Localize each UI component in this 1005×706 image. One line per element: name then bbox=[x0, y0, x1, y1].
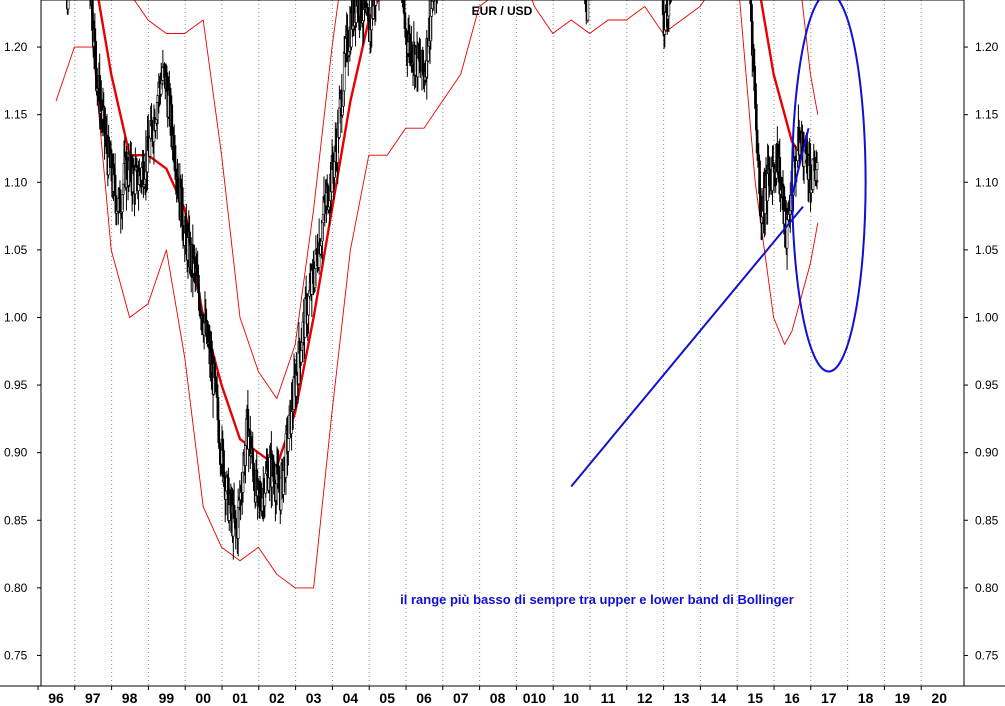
x-tick-label: 19 bbox=[895, 690, 911, 706]
price-candle bbox=[307, 295, 310, 316]
x-tick-label: 05 bbox=[379, 690, 395, 706]
y-tick-label-right: 1.00 bbox=[975, 310, 999, 324]
x-tick-label: 20 bbox=[931, 690, 947, 706]
trend-line bbox=[570, 205, 804, 488]
price-candle bbox=[94, 41, 97, 69]
lower-band-line bbox=[55, 0, 819, 589]
price-series bbox=[66, 0, 819, 560]
upper-band-line bbox=[133, 0, 819, 400]
y-tick-label-left: 1.05 bbox=[4, 243, 28, 257]
chart-title: EUR / USD bbox=[472, 4, 533, 18]
bollinger-bands bbox=[55, 0, 819, 589]
price-candle bbox=[232, 504, 236, 519]
x-tick-label: 97 bbox=[85, 690, 101, 706]
x-tick-label: 15 bbox=[747, 690, 763, 706]
y-tick-label-right: 0.90 bbox=[975, 446, 999, 460]
x-tick-label: 16 bbox=[784, 690, 800, 706]
y-tick-label-left: 1.00 bbox=[4, 310, 28, 324]
x-tick-label: 010 bbox=[523, 690, 547, 706]
x-tick-label: 18 bbox=[858, 690, 874, 706]
y-tick-label-left: 0.75 bbox=[4, 648, 28, 662]
x-tick-label: 17 bbox=[821, 690, 837, 706]
y-axis-right: 1.701.651.601.551.501.451.401.351.301.25… bbox=[964, 40, 999, 662]
y-tick-label-right: 0.80 bbox=[975, 581, 999, 595]
y-tick-label-left: 1.20 bbox=[4, 40, 28, 54]
x-tick-label: 98 bbox=[122, 690, 138, 706]
price-candle bbox=[264, 473, 267, 494]
price-candle bbox=[93, 28, 97, 42]
x-tick-label: 14 bbox=[711, 690, 727, 706]
middle-band-line bbox=[97, 0, 819, 468]
price-candle bbox=[815, 162, 819, 171]
x-tick-label: 10 bbox=[563, 690, 579, 706]
x-tick-label: 13 bbox=[674, 690, 690, 706]
y-tick-label-right: 0.85 bbox=[975, 513, 999, 527]
annotation-text: il range più basso di sempre tra upper e… bbox=[400, 592, 794, 607]
price-candle bbox=[431, 0, 435, 2]
price-candle bbox=[134, 169, 137, 195]
y-tick-label-right: 0.95 bbox=[975, 378, 999, 392]
annotations bbox=[570, 0, 867, 488]
price-candle bbox=[287, 438, 290, 452]
x-tick-label: 06 bbox=[416, 690, 432, 706]
y-tick-label-left: 0.90 bbox=[4, 446, 28, 460]
y-tick-label-left: 0.95 bbox=[4, 378, 28, 392]
y-tick-label-right: 0.75 bbox=[975, 648, 999, 662]
x-tick-label: 01 bbox=[232, 690, 248, 706]
y-tick-label-right: 1.15 bbox=[975, 108, 999, 122]
x-tick-label: 96 bbox=[48, 690, 64, 706]
y-tick-label-left: 0.85 bbox=[4, 513, 28, 527]
y-tick-label-left: 0.80 bbox=[4, 581, 28, 595]
x-tick-label: 12 bbox=[637, 690, 653, 706]
short-trend-line bbox=[791, 127, 810, 197]
price-candle bbox=[586, 0, 590, 21]
highlight-ellipse bbox=[791, 0, 867, 373]
price-candle bbox=[66, 0, 70, 10]
y-tick-label-left: 1.15 bbox=[4, 108, 28, 122]
x-tick-label: 07 bbox=[453, 690, 469, 706]
price-candle bbox=[374, 0, 378, 6]
y-tick-label-right: 1.05 bbox=[975, 243, 999, 257]
x-tick-label: 04 bbox=[343, 690, 359, 706]
y-tick-label-left: 1.10 bbox=[4, 175, 28, 189]
price-candle bbox=[300, 350, 303, 363]
y-tick-label-right: 1.20 bbox=[975, 40, 999, 54]
x-axis: 96 97 98 99 00 01 02 03 04 05 06 07 08 010 10 11 12 13 14 1… bbox=[37, 686, 947, 706]
y-tick-label-right: 1.10 bbox=[975, 175, 999, 189]
x-tick-label: 03 bbox=[306, 690, 322, 706]
y-axis-left: 1.701.651.601.551.501.451.401.351.301.25… bbox=[4, 40, 41, 662]
x-tick-label: 99 bbox=[159, 690, 175, 706]
x-tick-label: 08 bbox=[490, 690, 506, 706]
x-tick-label: 00 bbox=[195, 690, 211, 706]
x-tick-label: 11 bbox=[601, 690, 616, 706]
x-tick-label: 02 bbox=[269, 690, 285, 706]
